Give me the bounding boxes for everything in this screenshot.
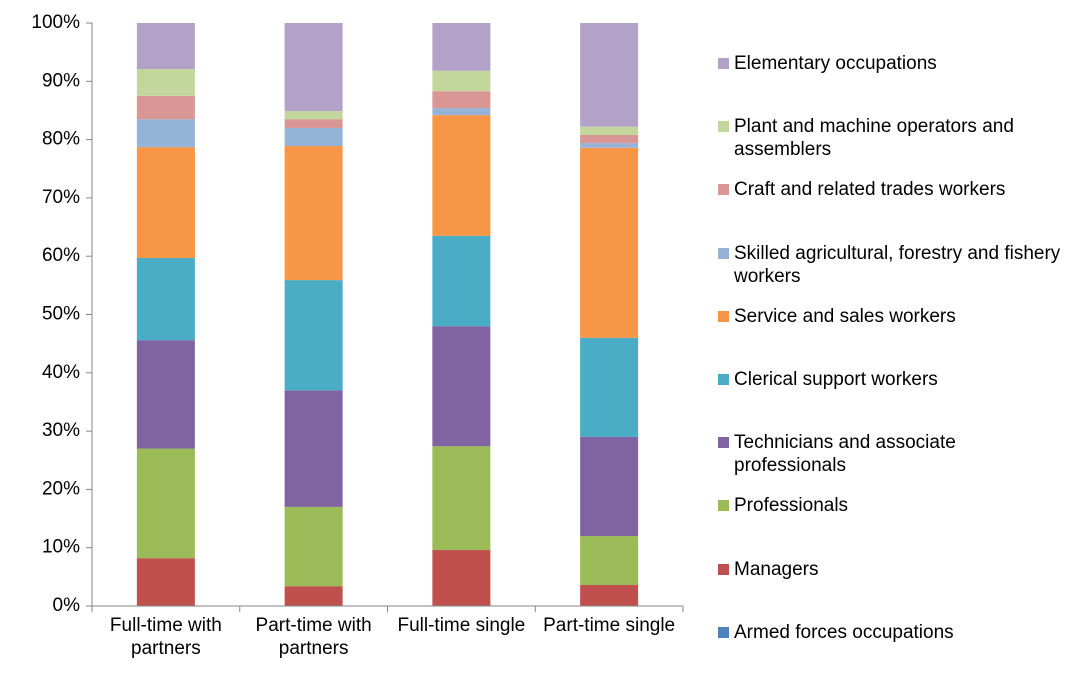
- legend-entry: Plant and machine operators and assemble…: [718, 115, 1064, 161]
- legend-label: Plant and machine operators and assemble…: [734, 116, 1014, 161]
- bar-segment: [136, 119, 195, 148]
- bar-segment: [136, 558, 195, 606]
- legend-swatch: [718, 500, 729, 512]
- legend-entry: Service and sales workers: [718, 305, 1064, 328]
- legend-label: Craft and related trades workers: [734, 179, 1006, 201]
- legend-entry: Managers: [718, 558, 1064, 581]
- legend-swatch: [718, 184, 729, 196]
- legend-label: Professionals: [734, 495, 849, 517]
- bar-segment: [136, 69, 195, 96]
- legend-entry: Technicians and associate professionals: [718, 431, 1064, 477]
- legend-label: Elementary occupations: [734, 53, 937, 74]
- bar-segment: [432, 23, 491, 71]
- legend-swatch: [718, 374, 729, 385]
- bar-segment: [136, 257, 195, 341]
- bar-segment: [284, 280, 343, 391]
- bar-segment: [284, 111, 343, 120]
- legend-entry: Armed forces occupations: [718, 621, 1064, 644]
- y-tick-label: 100%: [31, 12, 80, 33]
- x-tick-label: Part-time with partners: [255, 615, 372, 659]
- bar-segment: [432, 235, 491, 327]
- bar-segment: [432, 70, 491, 92]
- bar-segment: [580, 436, 639, 537]
- bar-segment: [284, 506, 343, 587]
- y-tick-label: 90%: [42, 70, 80, 91]
- legend-entry: Clerical support workers: [718, 368, 1064, 391]
- x-tick-label: Full-time with partners: [109, 615, 222, 659]
- bar-segment: [580, 126, 639, 135]
- bar-segment: [580, 23, 639, 127]
- bar-segment: [136, 147, 195, 258]
- y-tick-label: 50%: [42, 304, 80, 325]
- bar-segment: [284, 119, 343, 128]
- bar-segment: [136, 95, 195, 120]
- bar-segment: [580, 143, 639, 148]
- legend-swatch: [718, 563, 729, 575]
- bar-segment: [432, 91, 491, 109]
- y-tick-label: 20%: [42, 478, 80, 499]
- legend-swatch: [718, 437, 729, 449]
- bar-segment: [580, 585, 639, 606]
- legend-swatch: [718, 247, 729, 259]
- legend-label: Skilled agricultural, forestry and fishe…: [734, 242, 1061, 287]
- bar-segment: [580, 337, 639, 437]
- legend-swatch: [718, 121, 729, 133]
- bar-segment: [136, 23, 195, 70]
- legend-label: Managers: [734, 558, 819, 580]
- bar-segment: [432, 115, 491, 236]
- y-tick-label: 60%: [42, 245, 80, 266]
- bar-segment: [284, 586, 343, 606]
- legend-entry: Skilled agricultural, forestry and fishe…: [718, 242, 1064, 288]
- bar-segment: [580, 134, 639, 144]
- y-tick-label: 10%: [42, 537, 80, 558]
- bar-segment: [432, 550, 491, 606]
- x-tick-label: Part-time single: [543, 615, 676, 636]
- bar-segment: [432, 326, 491, 447]
- legend-label: Clerical support workers: [734, 369, 938, 390]
- bar-segment: [136, 448, 195, 559]
- legend-entry: Craft and related trades workers: [718, 178, 1064, 201]
- y-tick-label: 40%: [42, 362, 80, 383]
- y-tick-label: 80%: [42, 129, 80, 150]
- legend-entry: Elementary occupations: [718, 52, 1064, 75]
- y-tick-label: 30%: [42, 420, 80, 441]
- x-tick-label: Full-time single: [397, 615, 526, 636]
- legend-label: Service and sales workers: [734, 305, 956, 327]
- y-tick-label: 0%: [53, 595, 81, 616]
- bar-segment: [432, 446, 491, 551]
- bar-segment: [284, 23, 343, 112]
- legend-label: Technicians and associate professionals: [734, 432, 956, 477]
- bar-segment: [284, 390, 343, 507]
- legend-swatch: [718, 310, 729, 322]
- bar-segment: [580, 536, 639, 586]
- legend-entry: Professionals: [718, 494, 1064, 517]
- bar-segment: [432, 108, 491, 116]
- legend-label: Armed forces occupations: [734, 621, 954, 643]
- bar-segment: [136, 340, 195, 449]
- legend-swatch: [718, 626, 729, 638]
- y-tick-label: 70%: [42, 187, 80, 208]
- bar-segment: [580, 147, 639, 338]
- bar-segment: [284, 127, 343, 147]
- legend-swatch: [718, 58, 729, 69]
- bar-segment: [284, 146, 343, 281]
